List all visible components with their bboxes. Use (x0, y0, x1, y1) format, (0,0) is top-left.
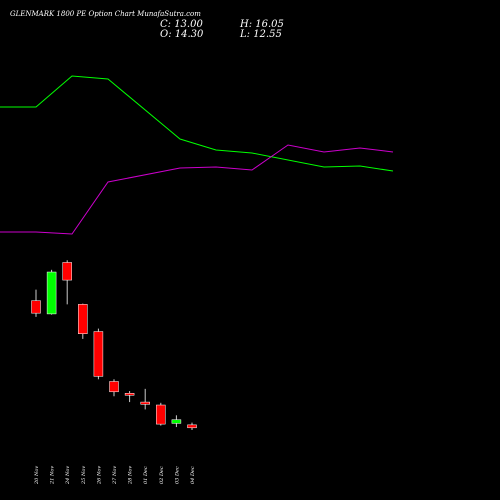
close-value: C: 13.00 (160, 19, 203, 30)
candle-27-nov (109, 379, 119, 397)
candle-24-nov (62, 260, 72, 305)
candle-20-nov (31, 289, 41, 317)
candle-body (156, 404, 166, 425)
candle-body (109, 381, 119, 393)
indicator-line-2 (0, 144, 394, 235)
candle-body (78, 304, 88, 334)
x-tick-label: 25 Nov (81, 466, 87, 485)
candle-21-nov (46, 269, 57, 315)
candle-body (187, 424, 197, 429)
x-tick-label: 20 Nov (34, 466, 40, 485)
open-value: O: 14.30 (160, 29, 204, 40)
candle-body (171, 419, 182, 424)
x-tick-label: 26 Nov (96, 466, 102, 485)
candle-03-dec (171, 415, 182, 428)
candle-25-nov (78, 303, 88, 339)
candle-body (124, 393, 135, 396)
candle-01-dec (140, 388, 150, 410)
high-value: H: 16.05 (239, 19, 284, 30)
candles (31, 260, 197, 430)
candle-body (31, 300, 41, 314)
candle-26-nov (93, 328, 104, 380)
x-tick-label: 21 Nov (50, 466, 56, 485)
x-tick-label: 03 Dec (174, 466, 180, 484)
candle-body (46, 271, 57, 315)
x-axis-ticks: 20 Nov 21 Nov 24 Nov 25 Nov 26 Nov 27 Nov 28 N… (34, 466, 196, 485)
indicator-line-1 (0, 75, 394, 172)
x-tick-label: 27 Nov (112, 466, 118, 485)
indicator-lines (0, 75, 394, 235)
x-tick-label: 24 Nov (65, 466, 71, 485)
x-tick-label: 04 Dec (190, 466, 196, 484)
candle-body (93, 331, 104, 377)
x-tick-label: 01 Dec (143, 466, 149, 484)
x-tick-label: 02 Dec (159, 466, 165, 484)
x-tick-label: 28 Nov (128, 466, 134, 485)
candle-02-dec (156, 402, 166, 426)
candle-body (140, 401, 150, 405)
candle-body (62, 262, 72, 281)
chart-title: GLENMARK 1800 PE Option Chart MunafaSutr… (10, 10, 201, 18)
candle-04-dec (187, 422, 197, 430)
low-value: L: 12.55 (239, 29, 282, 40)
candle-28-nov (124, 391, 135, 403)
